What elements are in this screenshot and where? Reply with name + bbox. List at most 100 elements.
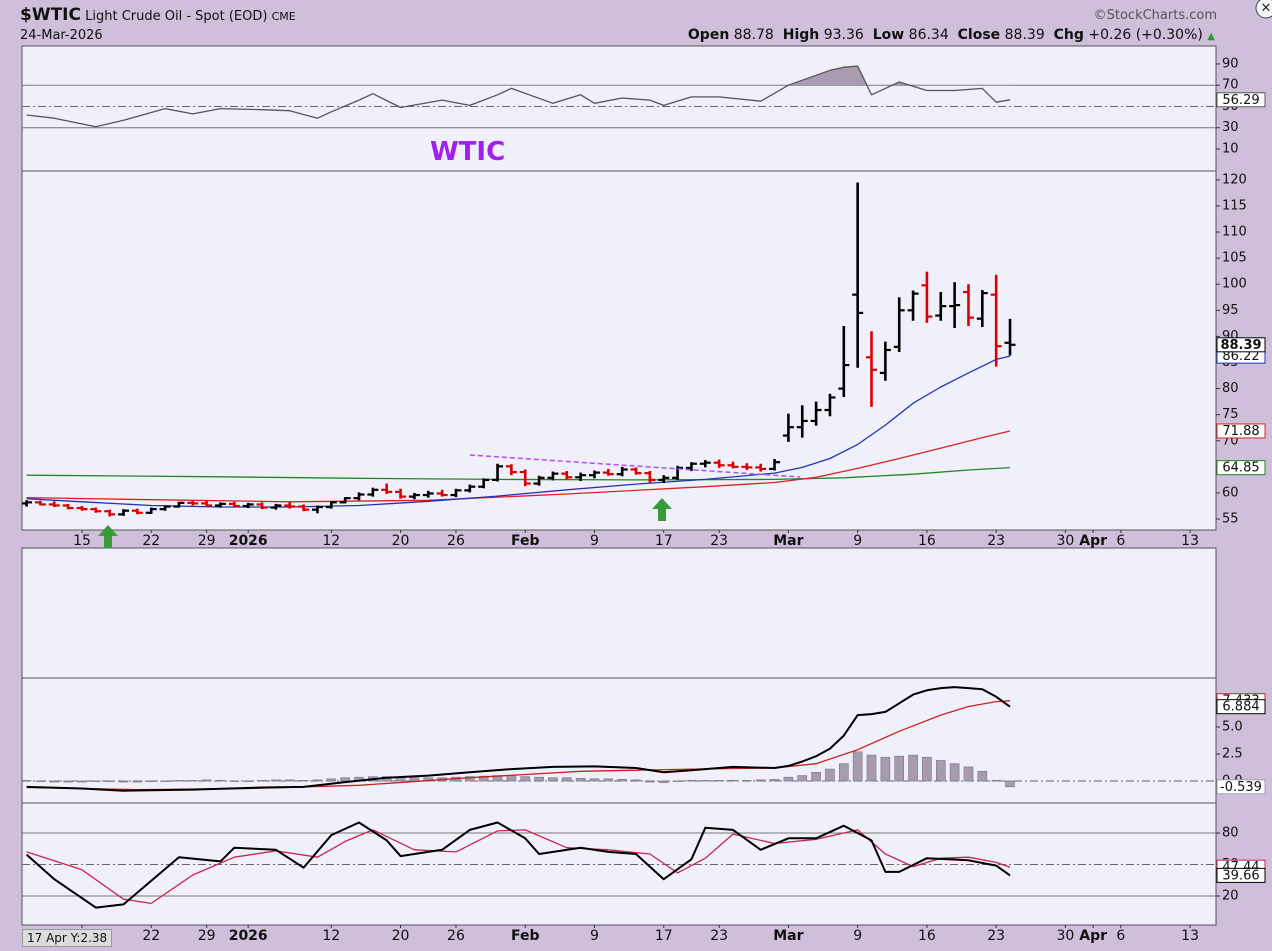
x-tick-label: 12 bbox=[322, 533, 340, 549]
histogram-bar bbox=[118, 780, 129, 783]
chart-date: 24-Mar-2026 bbox=[20, 28, 103, 43]
plot-area bbox=[22, 686, 1216, 792]
last-value-box bbox=[1216, 423, 1266, 439]
x-tick-label: Mar bbox=[773, 928, 803, 944]
histogram-bar bbox=[825, 768, 835, 782]
x-tick-label: 6 bbox=[1116, 533, 1125, 549]
histogram-bar bbox=[645, 780, 655, 783]
quote-value: 88.39 bbox=[1004, 27, 1045, 43]
y-tick-label: 110 bbox=[1222, 225, 1247, 240]
x-tick-label: 29 bbox=[198, 928, 216, 944]
quote-label: Close bbox=[957, 27, 1001, 43]
histogram-bar bbox=[672, 780, 683, 782]
chart-header: $WTIC Light Crude Oil - Spot (EOD) CME bbox=[20, 5, 296, 25]
histogram-bar bbox=[229, 780, 240, 782]
histogram-bar bbox=[465, 776, 475, 782]
histogram-bar bbox=[714, 780, 724, 782]
x-tick-label: 9 bbox=[853, 928, 862, 944]
histogram-bar bbox=[797, 775, 808, 782]
x-tick-label: Feb bbox=[511, 928, 540, 944]
histogram-bar bbox=[201, 779, 212, 782]
histogram-bar bbox=[326, 778, 337, 782]
histogram-bar bbox=[755, 779, 766, 782]
histogram-bar bbox=[658, 780, 669, 783]
histogram-bar bbox=[617, 779, 627, 782]
quote-value: 86.34 bbox=[908, 27, 949, 43]
y-tick-label: 55 bbox=[1222, 512, 1239, 527]
x-tick-label: 22 bbox=[142, 928, 160, 944]
last-value-box bbox=[1216, 699, 1266, 715]
plot-area bbox=[22, 65, 1216, 129]
histogram-bar bbox=[728, 780, 738, 782]
x-tick-label: Apr bbox=[1079, 533, 1107, 549]
y-tick-label: 75 bbox=[1222, 407, 1239, 422]
line-series bbox=[25, 821, 1011, 909]
x-tick-label: 9 bbox=[590, 533, 599, 549]
y-tick-label: 105 bbox=[1222, 251, 1247, 266]
histogram-bar bbox=[1005, 780, 1015, 788]
last-value-label: 64.85 bbox=[1222, 461, 1259, 476]
line-series bbox=[26, 829, 1011, 905]
y-tick-label: 80 bbox=[1222, 381, 1239, 396]
histogram-bar bbox=[35, 780, 46, 782]
x-tick-label: 23 bbox=[710, 533, 728, 549]
histogram-bar bbox=[160, 780, 170, 782]
histogram-bar bbox=[783, 776, 794, 782]
histogram-bar bbox=[284, 779, 295, 782]
exchange: CME bbox=[271, 10, 296, 23]
quote-label: Chg bbox=[1053, 27, 1084, 43]
empty-panel bbox=[21, 547, 1217, 679]
x-tick-label: 30 bbox=[1057, 928, 1075, 944]
histogram-bar bbox=[742, 780, 752, 782]
line-series bbox=[26, 686, 1011, 792]
histogram-bar bbox=[908, 754, 918, 782]
x-tick-label: 23 bbox=[987, 533, 1005, 549]
histogram-bar bbox=[257, 780, 267, 782]
histogram-bar bbox=[991, 780, 1001, 782]
x-tick-label: 23 bbox=[987, 928, 1005, 944]
x-tick-label: 23 bbox=[710, 928, 728, 944]
x-tick-label: 2026 bbox=[229, 533, 268, 549]
y-tick-label: 5.0 bbox=[1222, 720, 1243, 735]
y-tick-label: 2.5 bbox=[1222, 746, 1243, 761]
chart-annotation: WTIC bbox=[430, 137, 506, 167]
histogram-bar bbox=[894, 755, 905, 782]
y-tick-label: 30 bbox=[1222, 120, 1239, 135]
last-value-box bbox=[1216, 779, 1266, 795]
y-tick-label: 20 bbox=[1222, 889, 1239, 904]
y-tick-label: 70 bbox=[1222, 78, 1239, 93]
histogram-bar bbox=[852, 751, 863, 782]
histogram-bar bbox=[866, 754, 877, 782]
y-tick-label: 10 bbox=[1222, 141, 1239, 156]
last-value-label: -0.539 bbox=[1220, 780, 1262, 795]
histogram-bar bbox=[548, 777, 558, 782]
x-tick-label: 20 bbox=[392, 928, 410, 944]
y-tick-label: 90 bbox=[1222, 56, 1239, 71]
quote-value: +0.26 (+0.30%) bbox=[1088, 27, 1203, 43]
last-value-box bbox=[1216, 337, 1266, 353]
quote-value: 88.78 bbox=[733, 27, 774, 43]
histogram-bar bbox=[187, 780, 198, 782]
cursor-label: 17 Apr Y:2.38 bbox=[22, 929, 113, 947]
histogram-bar bbox=[839, 763, 849, 782]
histogram-bar bbox=[132, 780, 143, 783]
y-tick-label: 120 bbox=[1222, 172, 1247, 187]
x-tick-label: Feb bbox=[511, 533, 540, 549]
histogram-bar bbox=[298, 780, 309, 782]
histogram-bar bbox=[880, 756, 891, 782]
x-tick-label: Apr bbox=[1079, 928, 1107, 944]
last-value-box bbox=[1216, 92, 1266, 108]
x-tick-label: 17 bbox=[655, 533, 673, 549]
histogram-bar bbox=[409, 777, 420, 782]
x-tick-label: 9 bbox=[590, 928, 599, 944]
histogram-bar bbox=[63, 780, 73, 783]
histogram-bar bbox=[146, 780, 157, 782]
x-tick-label: 16 bbox=[918, 533, 936, 549]
histogram-bar bbox=[478, 775, 489, 782]
histogram-bar bbox=[340, 777, 350, 782]
plot-area bbox=[22, 821, 1216, 909]
histogram-bar bbox=[700, 780, 711, 782]
histogram-bar bbox=[769, 779, 780, 782]
